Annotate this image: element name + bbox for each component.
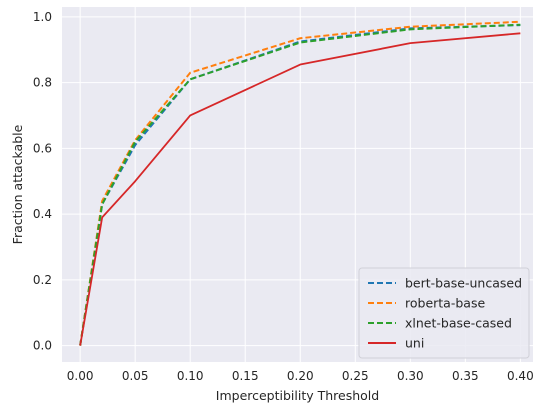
y-tick-label: 0.4: [33, 207, 52, 221]
x-tick-label: 0.10: [177, 369, 204, 383]
series-line-uni: [79, 32, 521, 346]
x-tick-label: 0.35: [452, 369, 479, 383]
x-tick-label: 0.30: [397, 369, 424, 383]
x-tick-label: 0.15: [232, 369, 259, 383]
legend-label: bert-base-uncased: [405, 276, 522, 291]
y-tick-label: 0.0: [33, 339, 52, 353]
y-tick-label: 1.0: [33, 10, 52, 24]
legend-label: uni: [405, 336, 424, 351]
x-tick-label: 0.05: [122, 369, 149, 383]
tick-labels: 0.00 0.05 0.10 0.15 0.20 0.25 0.30 0.35 0.40 0.0 0…: [33, 10, 534, 383]
x-tick-label: 0.40: [507, 369, 534, 383]
x-tick-label: 0.00: [67, 369, 94, 383]
x-axis-title: Imperceptibility Threshold: [216, 388, 379, 403]
series-line-roberta-base: [79, 20, 521, 346]
y-axis-title: Fraction attackable: [10, 124, 25, 244]
legend: bert-base-uncased roberta-base xlnet-base-…: [358, 267, 530, 359]
legend-label: roberta-base: [405, 296, 485, 311]
series-lines: [79, 20, 521, 346]
x-tick-label: 0.25: [342, 369, 369, 383]
legend-label: xlnet-base-cased: [405, 316, 512, 331]
x-tick-label: 0.20: [287, 369, 314, 383]
y-tick-label: 0.6: [33, 141, 52, 155]
series-line-xlnet-base-cased: [79, 23, 521, 346]
legend-box: [358, 267, 530, 359]
y-tick-label: 0.2: [33, 273, 52, 287]
y-tick-label: 0.8: [33, 76, 52, 90]
